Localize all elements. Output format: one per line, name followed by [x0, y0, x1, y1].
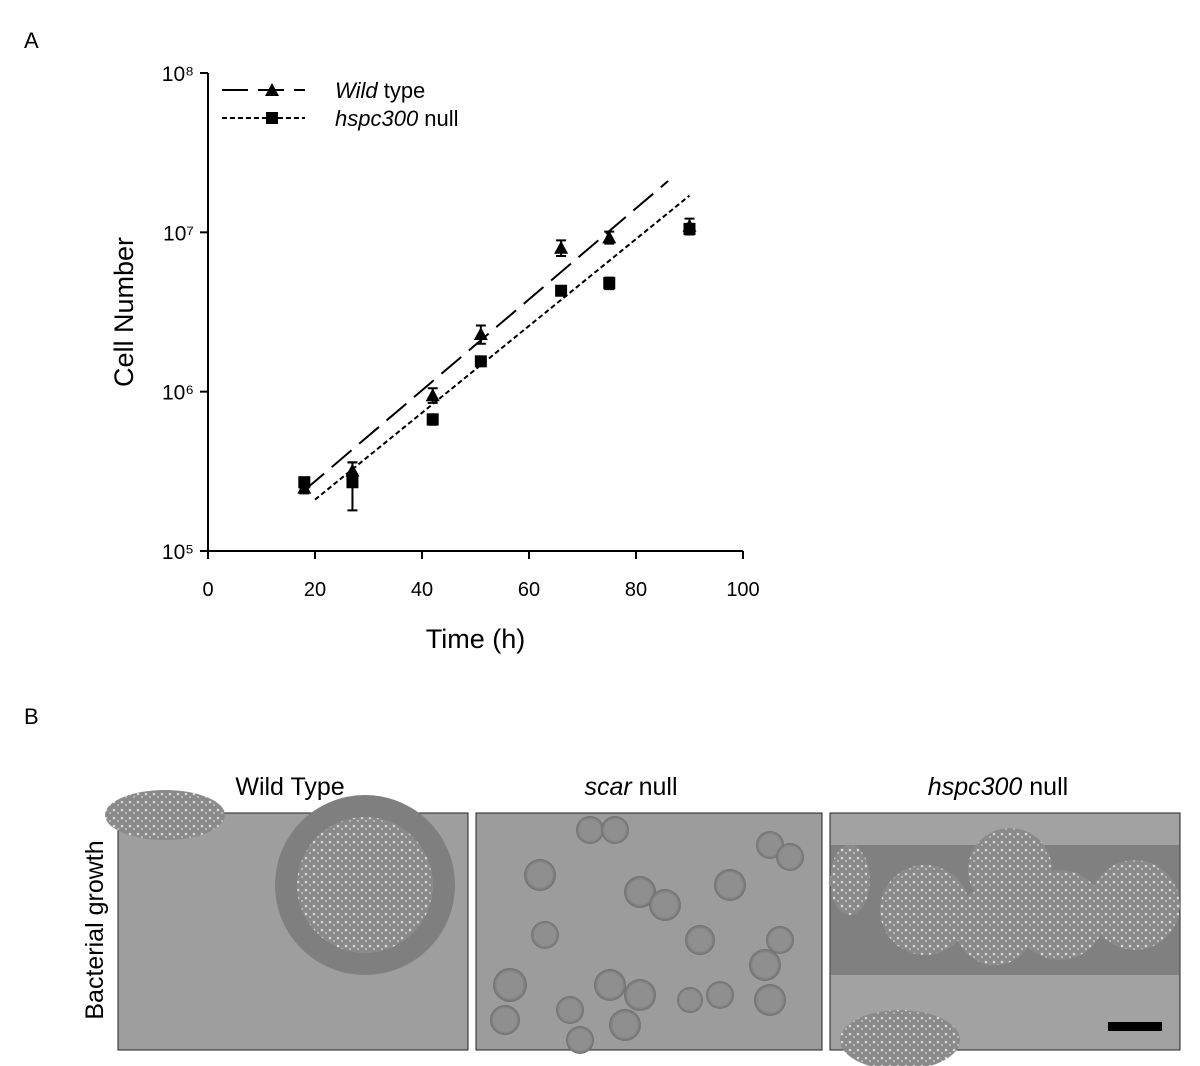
- x-tick-label: 40: [411, 579, 433, 601]
- x-tick-label: 0: [202, 579, 213, 601]
- y-tick-label: 10⁷: [163, 222, 194, 245]
- data-point: [425, 388, 440, 402]
- legend-marker: [266, 112, 278, 124]
- x-axis-label: Time (h): [426, 624, 526, 654]
- y-axis-label: Cell Number: [109, 237, 139, 387]
- panel-title: scar null: [584, 773, 677, 801]
- plate-images: [105, 790, 1181, 1066]
- data-point: [603, 277, 616, 290]
- data-point: [602, 230, 617, 244]
- data-point: [298, 476, 311, 489]
- data-point: [426, 413, 439, 426]
- data-point: [554, 240, 569, 254]
- colonies: [490, 816, 804, 1054]
- growth-chart: 0 20 40 60 80 100 10⁵ 10⁶ 10⁷ 10⁸ Time (h) Cell Num…: [109, 63, 760, 654]
- legend-label: hspc300 null: [335, 106, 459, 131]
- x-tick-label: 100: [726, 579, 759, 601]
- fit-line: [314, 194, 691, 501]
- data-point: [473, 327, 488, 341]
- y-axis-label: Bacterial growth: [81, 840, 109, 1019]
- colony: [297, 817, 433, 953]
- data-point: [346, 476, 359, 489]
- x-tick-label: 60: [518, 579, 540, 601]
- legend-marker: [265, 83, 279, 96]
- panel-label: B: [24, 704, 39, 729]
- fit-line: [303, 180, 669, 492]
- data-point: [683, 222, 696, 235]
- panel-title: hspc300 null: [928, 773, 1068, 801]
- data-point: [555, 284, 568, 297]
- y-tick-label: 10⁶: [162, 382, 194, 405]
- panel-title: Wild Type: [235, 773, 344, 801]
- colony: [105, 790, 225, 840]
- panel-label: A: [24, 28, 39, 53]
- x-tick-label: 20: [304, 579, 326, 601]
- y-tick-label: 10⁵: [162, 541, 194, 564]
- y-tick-label: 10⁸: [162, 63, 194, 86]
- data-point: [474, 355, 487, 368]
- x-tick-label: 80: [625, 579, 647, 601]
- scale-bar: [1108, 1022, 1162, 1031]
- legend-label: Wild type: [335, 78, 425, 103]
- colonies: [830, 828, 1180, 1066]
